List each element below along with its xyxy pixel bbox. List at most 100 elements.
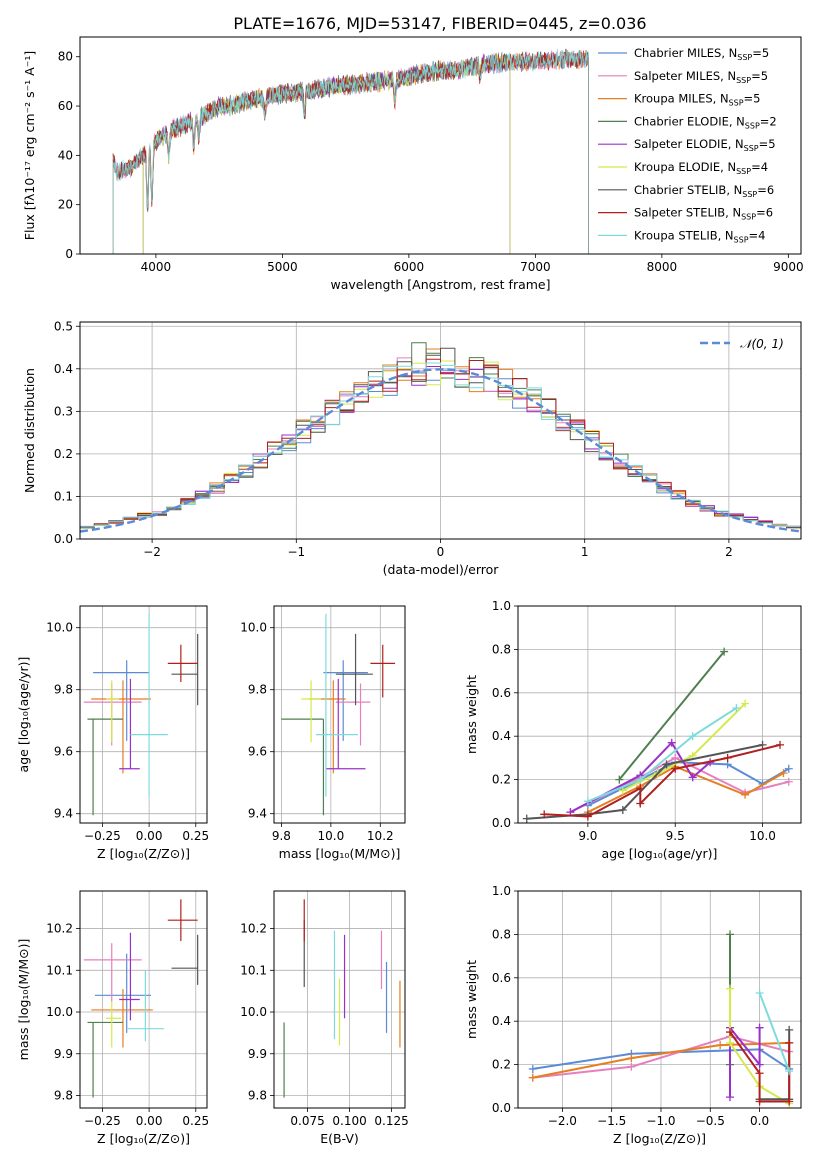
- x-tick-label: −0.25: [84, 1114, 121, 1128]
- y-tick-label: 10.0: [240, 621, 267, 635]
- weight-marker: [723, 753, 732, 762]
- plot-area: [281, 613, 396, 816]
- figure-title: PLATE=1676, MJD=53147, FIBERID=0445, z=0…: [233, 14, 646, 33]
- spectrum-line: [112, 48, 589, 254]
- chart-spectrum: 4000 5000 6000 7000 8000 9000 0 20 40 60 80 wavelen…: [22, 36, 804, 292]
- y-tick-label: 0.5: [54, 319, 73, 333]
- weight-marker: [636, 775, 645, 784]
- weight-marker: [627, 1062, 636, 1071]
- normal-curve: [80, 368, 801, 533]
- y-axis-label: age [log₁₀(age/yr)]: [16, 657, 31, 773]
- y-tick-label: 9.9: [54, 1047, 73, 1061]
- weight-marker: [688, 773, 697, 782]
- x-tick-label: 0.0: [750, 1114, 769, 1128]
- y-tick-label: 10.1: [240, 963, 267, 977]
- x-tick-label: 0.125: [374, 1114, 408, 1128]
- y-tick-label: 0.4: [492, 1014, 511, 1028]
- legend-entry: Chabrier STELIB, NSSP=6: [634, 183, 774, 199]
- axes-frame: [273, 890, 406, 1109]
- y-tick-label: 9.4: [248, 807, 267, 821]
- errorbar-point: [325, 678, 366, 770]
- errorbar-point: [316, 613, 359, 797]
- weight-line: [729, 988, 790, 1105]
- weight-series: [583, 703, 741, 806]
- y-tick-label: 9.8: [54, 1088, 73, 1102]
- errorbar-point: [370, 644, 396, 698]
- weight-marker: [779, 769, 788, 778]
- x-axis-label: wavelength [Angstrom, rest frame]: [330, 277, 550, 292]
- x-tick-label: 9.0: [578, 829, 597, 843]
- weight-line: [544, 743, 781, 818]
- y-tick-label: 0.2: [492, 773, 511, 787]
- y-tick-label: 0.3: [54, 404, 73, 418]
- y-tick-label: 10.2: [240, 922, 267, 936]
- weight-marker: [776, 740, 785, 749]
- plot-area: [83, 899, 199, 1098]
- axes-frame: [79, 890, 208, 1109]
- chart-age_vs_Z: −0.25 0.00 0.25 9.4 9.6 9.8 10.0 Z [log₁₀(Z/Z⊙)…: [16, 605, 209, 861]
- errorbar-point: [87, 1021, 123, 1098]
- plot-area: [112, 48, 589, 254]
- x-tick-label: 0.075: [290, 1114, 324, 1128]
- errorbar-point: [281, 718, 325, 816]
- weight-marker: [755, 1060, 764, 1069]
- weight-series: [615, 647, 729, 784]
- weight-marker: [785, 1067, 794, 1076]
- weight-series: [726, 1023, 764, 1102]
- x-tick-label: 7000: [520, 260, 551, 274]
- axes-frame: [79, 605, 208, 824]
- chart-residuals: −2 −1 0 1 2 0.0 0.1 0.2 0.3 0.4 0.5 (data-model)/er…: [22, 319, 802, 577]
- weight-marker: [784, 777, 793, 786]
- weight-marker: [726, 1028, 735, 1037]
- x-tick-label: 0.00: [136, 829, 163, 843]
- weight-marker: [785, 1097, 794, 1106]
- y-tick-label: 0.6: [492, 971, 511, 985]
- errorbar-point: [126, 970, 165, 1042]
- weight-marker: [528, 1073, 537, 1082]
- x-tick-label: −2: [143, 545, 161, 559]
- y-tick-label: 9.8: [248, 1088, 267, 1102]
- weight-marker: [755, 1097, 764, 1106]
- weight-line: [729, 1024, 761, 1098]
- x-tick-label: 10.0: [749, 829, 776, 843]
- plot-area: [283, 899, 401, 1098]
- weight-series: [540, 740, 785, 821]
- x-tick-label: 4000: [141, 260, 172, 274]
- x-axis-label: Z [log₁₀(Z/Z⊙)]: [613, 1131, 706, 1146]
- weight-marker: [540, 810, 549, 819]
- y-tick-label: 80: [58, 50, 73, 64]
- weight-marker: [726, 930, 735, 939]
- x-tick-label: 0: [437, 545, 445, 559]
- y-tick-label: 10.0: [46, 621, 73, 635]
- x-tick-label: −1: [287, 545, 305, 559]
- y-tick-label: 0.6: [492, 686, 511, 700]
- y-tick-label: 0.1: [54, 489, 73, 503]
- errorbar-point: [106, 1001, 122, 1048]
- histogram-kroupa_stelib: [80, 362, 801, 528]
- x-tick-label: −0.5: [696, 1114, 725, 1128]
- y-tick-label: 9.6: [54, 745, 73, 759]
- x-axis-label: age [log₁₀(age/yr)]: [602, 846, 718, 861]
- weight-series: [522, 740, 767, 823]
- weight-marker: [583, 797, 592, 806]
- errorbar-point: [91, 989, 153, 1048]
- y-axis-label: mass weight: [464, 675, 479, 754]
- chart-weights_vs_age: 9.0 9.5 10.0 0.0 0.2 0.4 0.6 0.8 1.0 age [log₁₀(a…: [464, 599, 802, 861]
- weight-series: [726, 1028, 794, 1106]
- y-tick-label: 0: [65, 247, 73, 261]
- x-tick-label: 1: [581, 545, 589, 559]
- plot-area: [528, 930, 794, 1108]
- spectrum-line: [112, 50, 589, 254]
- spectrum-line: [112, 49, 589, 254]
- x-tick-label: 6000: [394, 260, 425, 274]
- x-tick-label: 0.100: [332, 1114, 366, 1128]
- legend: Chabrier MILES, NSSP=5 Salpeter MILES, NS…: [598, 46, 777, 244]
- y-tick-label: 9.9: [248, 1047, 267, 1061]
- axes-frame: [79, 36, 802, 255]
- y-tick-label: 9.4: [54, 807, 73, 821]
- y-tick-label: 1.0: [492, 599, 511, 613]
- y-tick-label: 0.0: [54, 532, 73, 546]
- y-tick-label: 10.1: [46, 963, 73, 977]
- weight-line: [758, 992, 791, 1072]
- weight-marker: [741, 790, 750, 799]
